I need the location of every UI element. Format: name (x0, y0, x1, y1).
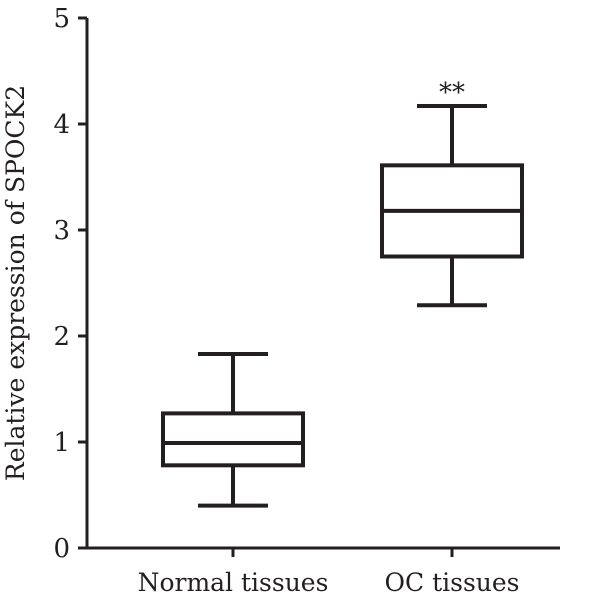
y-tick-label: 5 (53, 4, 70, 34)
boxes: ** (161, 78, 524, 508)
iqr-box (161, 411, 305, 468)
y-axis-title: Relative expression of SPOCK2 (1, 85, 30, 481)
significance-label: ** (439, 78, 465, 108)
y-tick-label: 3 (53, 216, 70, 246)
y-tick-label: 1 (53, 428, 70, 458)
x-tick-labels: Normal tissues OC tissues (138, 548, 520, 597)
y-tick-label: 2 (53, 322, 70, 352)
x-tick-label: OC tissues (385, 568, 520, 597)
axes (85, 18, 560, 550)
box-group: ** (380, 78, 524, 308)
y-ticks: 0 1 2 3 4 5 (53, 4, 87, 564)
x-tick-label: Normal tissues (138, 568, 329, 597)
y-tick-label: 4 (53, 110, 70, 140)
y-tick-label: 0 (53, 534, 70, 564)
box-group (161, 352, 305, 508)
